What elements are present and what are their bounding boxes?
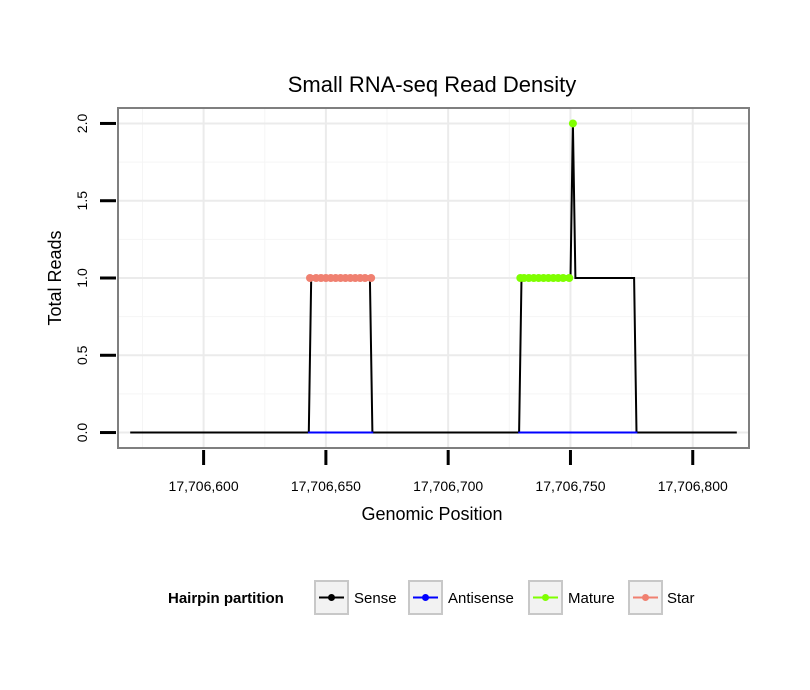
x-tick-label: 17,706,700 bbox=[413, 478, 483, 494]
legend-label-mature: Mature bbox=[568, 590, 615, 607]
x-axis-title: Genomic Position bbox=[361, 504, 502, 524]
series-mature bbox=[516, 119, 577, 282]
y-tick-label: 2.0 bbox=[74, 114, 90, 134]
series-star bbox=[305, 274, 376, 282]
legend-key-point bbox=[422, 594, 429, 601]
axes: 17,706,600 17,706,650 17,706,700 17,706,750… bbox=[74, 114, 728, 494]
legend-item-sense: Sense bbox=[314, 580, 397, 615]
legend-label-antisense: Antisense bbox=[448, 590, 514, 607]
data-point-star bbox=[361, 274, 370, 282]
legend-label-sense: Sense bbox=[354, 590, 397, 607]
data-point-mature bbox=[559, 274, 568, 282]
x-tick-label: 17,706,750 bbox=[535, 478, 605, 494]
legend-item-mature: Mature bbox=[528, 580, 615, 615]
data-point-mature bbox=[565, 274, 574, 282]
legend-label-star: Star bbox=[667, 590, 695, 607]
legend-item-antisense: Antisense bbox=[408, 580, 514, 615]
legend-item-star: Star bbox=[628, 580, 695, 615]
x-tick-label: 17,706,650 bbox=[291, 478, 361, 494]
data-point-mature bbox=[568, 119, 577, 128]
legend-title: Hairpin partition bbox=[168, 590, 284, 607]
y-tick-label: 1.5 bbox=[74, 191, 90, 211]
y-tick-label: 1.0 bbox=[74, 268, 90, 288]
chart-title: Small RNA-seq Read Density bbox=[288, 72, 577, 97]
x-tick-label: 17,706,600 bbox=[169, 478, 239, 494]
legend-key-point bbox=[542, 594, 549, 601]
x-tick-label: 17,706,800 bbox=[658, 478, 728, 494]
legend: Hairpin partition Sense Antisense Mature St… bbox=[168, 580, 695, 615]
series-layer bbox=[130, 119, 737, 434]
y-axis-title: Total Reads bbox=[45, 230, 65, 325]
legend-key-point bbox=[642, 594, 649, 601]
legend-key-point bbox=[328, 594, 335, 601]
data-point-star bbox=[367, 274, 376, 282]
plot-border bbox=[117, 107, 750, 449]
data-point-star bbox=[305, 274, 314, 282]
y-tick-label: 0.0 bbox=[74, 423, 90, 443]
y-tick-label: 0.5 bbox=[74, 345, 90, 365]
